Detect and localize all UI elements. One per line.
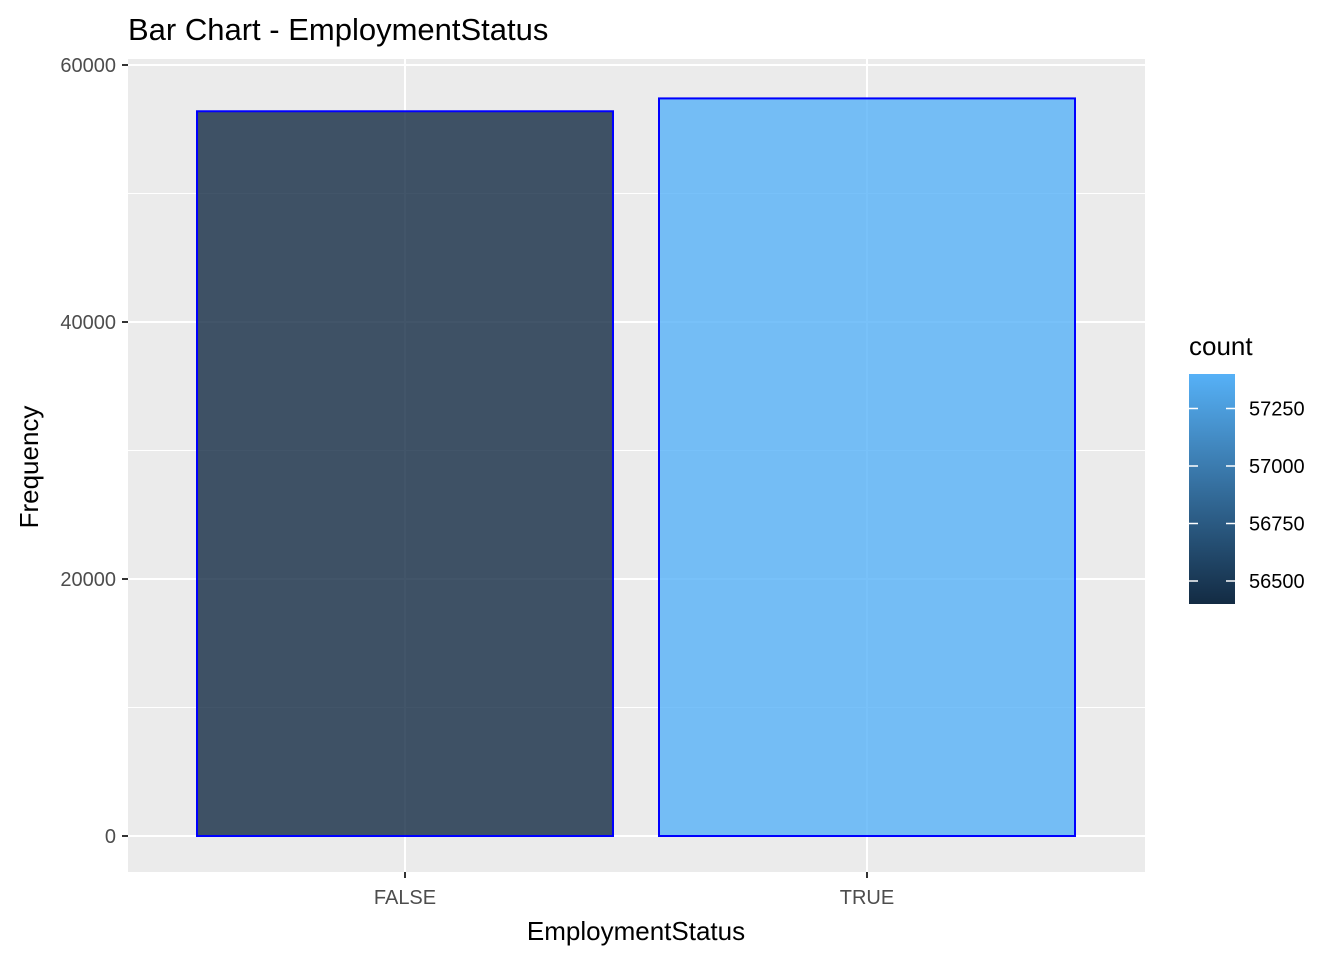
y-axis-title: Frequency bbox=[14, 406, 44, 529]
legend-tick-label: 57250 bbox=[1249, 399, 1305, 421]
x-tick-label: FALSE bbox=[374, 887, 436, 909]
y-tick-label: 20000 bbox=[60, 569, 116, 591]
bars bbox=[196, 97, 1076, 838]
x-axis-ticks: FALSE TRUE bbox=[374, 872, 894, 909]
legend-ticks: 56500 56750 57000 57250 bbox=[1189, 399, 1305, 593]
legend: count 56500 56750 57000 57250 bbox=[1189, 331, 1305, 604]
legend-tick-label: 56500 bbox=[1249, 571, 1305, 593]
bar-true bbox=[658, 97, 1076, 838]
y-tick-label: 0 bbox=[105, 826, 116, 848]
legend-title: count bbox=[1189, 331, 1253, 361]
legend-tick-label: 56750 bbox=[1249, 514, 1305, 536]
bar-false bbox=[196, 110, 614, 837]
x-axis-title: EmploymentStatus bbox=[527, 916, 745, 946]
legend-tick-label: 57000 bbox=[1249, 456, 1305, 478]
legend-colorbar bbox=[1189, 374, 1235, 604]
y-tick-label: 40000 bbox=[60, 312, 116, 334]
chart-title: Bar Chart - EmploymentStatus bbox=[128, 12, 548, 47]
y-axis-ticks: 0 20000 40000 60000 bbox=[60, 55, 128, 848]
x-tick-label: TRUE bbox=[840, 887, 894, 909]
y-tick-label: 60000 bbox=[60, 55, 116, 77]
